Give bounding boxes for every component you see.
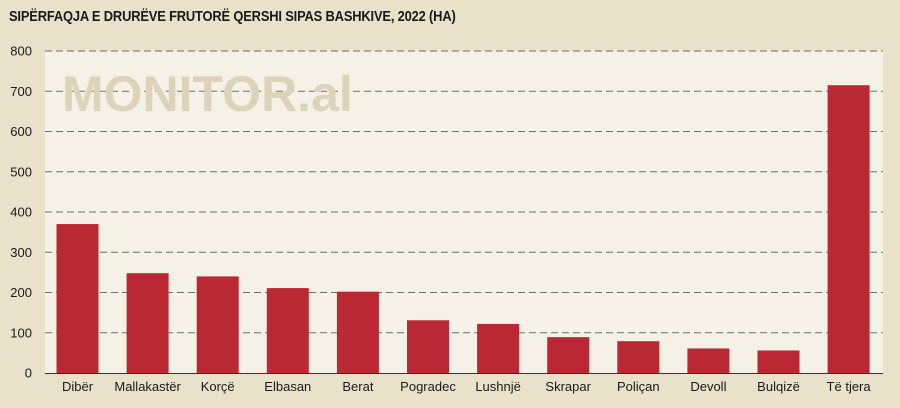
x-tick-label: Korçë <box>201 379 235 394</box>
x-tick-label: Berat <box>342 379 373 394</box>
x-tick-label: Bulqizë <box>757 379 800 394</box>
bar <box>547 337 590 373</box>
bar <box>56 224 99 373</box>
x-tick-label: Devoll <box>690 379 726 394</box>
x-tick-label: Të tjera <box>827 379 872 394</box>
x-tick-label: Lushnjë <box>475 379 521 394</box>
x-tick-label: Elbasan <box>264 379 311 394</box>
bar <box>336 291 379 373</box>
grid-lines <box>45 50 883 334</box>
chart-title: SIPËRFAQJA E DRURËVE FRUTORË QERSHI SIPA… <box>9 8 456 25</box>
y-tick-label: 600 <box>10 124 32 139</box>
axes: 0 100 200 300 400 500 600 700 800 Dibër Mallakastë… <box>10 44 883 394</box>
bar <box>757 350 800 373</box>
bars <box>56 85 870 374</box>
y-tick-label: 700 <box>10 84 32 99</box>
y-tick-label: 800 <box>10 44 32 59</box>
bar <box>827 85 870 374</box>
bar <box>407 320 449 373</box>
x-tick-label: Pogradec <box>400 379 456 394</box>
x-tick-label: Skrapar <box>545 379 591 394</box>
x-tick-label: Poliçan <box>617 379 660 394</box>
bar <box>196 276 239 373</box>
bar <box>126 273 169 373</box>
bar <box>687 348 730 373</box>
y-tick-label: 500 <box>10 164 32 179</box>
y-tick-label: 100 <box>10 325 32 340</box>
bar <box>266 288 309 373</box>
x-tick-label: Mallakastër <box>114 379 181 394</box>
y-tick-label: 400 <box>10 205 32 220</box>
watermark-logo: MONITOR.al <box>62 66 353 122</box>
bar <box>617 341 660 373</box>
x-tick-label: Dibër <box>62 379 94 394</box>
y-tick-label: 300 <box>10 245 32 260</box>
y-tick-label: 200 <box>10 285 32 300</box>
y-tick-label: 0 <box>25 366 32 381</box>
bar <box>477 323 520 373</box>
